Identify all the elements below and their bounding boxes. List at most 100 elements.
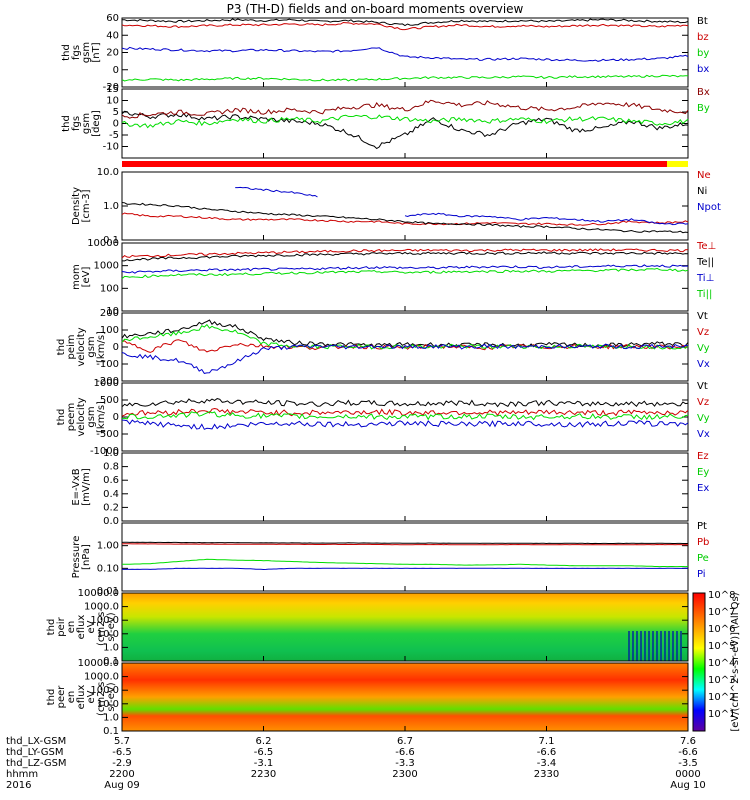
spectrogram-stripe <box>640 631 642 661</box>
series-line-bx <box>121 74 688 82</box>
y-tick-label: 1.00 <box>97 541 119 552</box>
y-tick-label: 0.1 <box>103 656 119 667</box>
legend-entry: Vz <box>697 327 709 338</box>
y-tick-label: 1000 <box>94 261 119 272</box>
y-axis-label: fgs <box>71 116 82 131</box>
y-tick-label: 100.0 <box>90 615 119 626</box>
footer-value: 2200 <box>109 769 134 780</box>
y-tick-label: 10000.0 <box>78 658 119 669</box>
series-line-Ni <box>121 202 689 234</box>
y-tick-label: 500 <box>100 395 119 406</box>
footer-value: 7.6 <box>680 736 696 747</box>
series-line-Pt <box>121 541 688 545</box>
mode-bar-end <box>667 161 688 167</box>
legend-entry: Vz <box>697 397 709 408</box>
y-tick-label: 100 <box>100 325 119 336</box>
series-line-Bx <box>121 99 689 119</box>
series-group-2 <box>121 186 689 234</box>
series-line-Bt <box>121 110 689 150</box>
y-tick-label: 60 <box>106 13 119 24</box>
y-axis-label: thd <box>56 409 67 426</box>
colorbar-tick: 10^4 <box>708 658 735 669</box>
y-axis-label: eV <box>86 690 97 703</box>
legend-entry: Ni <box>697 186 707 197</box>
y-tick-label: -100 <box>96 359 119 370</box>
y-tick-label: 0.8 <box>103 462 119 473</box>
y-tick-label: 0 <box>113 412 119 423</box>
y-tick-label: 100 <box>100 283 119 294</box>
series-line-Vx <box>121 343 689 374</box>
y-tick-label: 10000 <box>87 238 119 249</box>
spectrogram-stripe <box>636 631 638 661</box>
footer-value: 6.2 <box>256 736 272 747</box>
panel-9: 10000.0 1000.0 100.0 10.0 1.0 0.1 thd peer en efl… <box>46 658 689 737</box>
y-tick-label: -5 <box>109 130 119 141</box>
y-tick-label: 1.0 <box>103 201 119 212</box>
legend-entry: Pt <box>697 521 707 532</box>
y-axis-label: [eV] <box>81 267 92 288</box>
legend-entry: bz <box>697 32 709 43</box>
y-axis-label: mom <box>71 264 82 290</box>
series-line-Ti <box>121 267 689 280</box>
y-tick-label: 0.1 <box>103 726 119 737</box>
y-axis-label: Pressure <box>71 536 82 579</box>
y-tick-label: 0.0 <box>103 516 119 527</box>
spectrogram-stripe <box>664 631 666 661</box>
legend-entry: Vy <box>697 343 710 354</box>
legend-entry: Ti⊥ <box>696 273 714 284</box>
footer-value: -6.6 <box>537 747 557 758</box>
panel-8: 10000.0 1000.0 100.0 10.0 1.0 0.1 thd peir en efl… <box>46 588 689 667</box>
series-group-1 <box>121 99 689 150</box>
colorbar-tick: 10^2 <box>708 692 735 703</box>
spectrogram-stripe <box>628 631 630 661</box>
y-tick-label: 10.0 <box>97 699 119 710</box>
series-line-Ne <box>121 212 689 226</box>
spectrogram-stripe <box>632 631 634 661</box>
footer-value: -6.5 <box>254 747 274 758</box>
footer-value: 2300 <box>392 769 417 780</box>
series-line-Te <box>121 248 689 259</box>
series-group-4 <box>121 319 689 374</box>
y-axis-label: sr-eV) <box>106 682 117 711</box>
legend-entry: Ne <box>697 170 711 181</box>
y-tick-label: 0.1 <box>103 235 119 246</box>
y-axis-label: sr-eV) <box>106 612 117 641</box>
series-line-Npot <box>235 186 689 226</box>
series-line-Vy <box>121 323 689 350</box>
footer-value: -3.4 <box>537 758 557 769</box>
chart-title: P3 (TH-D) fields and on-board moments ov… <box>227 2 524 16</box>
y-axis-label: thd <box>46 689 57 706</box>
y-tick-label: 10000.0 <box>78 588 119 599</box>
footer-value: -2.9 <box>112 758 132 769</box>
series-group-5 <box>121 398 689 430</box>
y-tick-label: 10 <box>106 306 119 317</box>
legend-entry: Te|| <box>696 257 714 268</box>
legend-entry: Ez <box>697 451 709 462</box>
series-line-Te <box>122 251 689 262</box>
legend-entry: Vx <box>697 359 710 370</box>
footer-value: 5.7 <box>114 736 130 747</box>
spectrogram-stripe <box>668 631 670 661</box>
panel-0: 60 40 20 0 -20 thd fgs gsm [nT] Bt bz by bx <box>61 13 709 93</box>
y-tick-label: -1000 <box>90 446 119 457</box>
spectrogram-stripe <box>652 631 654 661</box>
y-axis-label: [cm-3] <box>81 189 92 222</box>
legend-entry: By <box>697 103 710 114</box>
y-axis-label: [mV/m] <box>81 468 92 506</box>
y-tick-label: 10.0 <box>97 167 119 178</box>
footer-row-label: thd_LX-GSM <box>6 736 66 747</box>
y-tick-label: -500 <box>96 429 119 440</box>
legend-entry: Bt <box>697 16 708 27</box>
legend-entry: Te⊥ <box>696 241 716 252</box>
y-axis-label: eflux <box>76 615 87 640</box>
y-tick-label: 1000.0 <box>84 672 119 683</box>
colorbar-tick: 10^1 <box>708 709 735 720</box>
y-tick-label: 0 <box>113 342 119 353</box>
legend-entry: Vt <box>697 311 708 322</box>
panel-frame <box>121 382 689 452</box>
series-line-by <box>121 46 689 62</box>
series-line-Vz <box>121 407 689 417</box>
y-axis-label: gsm <box>86 406 97 427</box>
series-group-3 <box>121 248 689 280</box>
y-tick-label: 0 <box>113 119 119 130</box>
